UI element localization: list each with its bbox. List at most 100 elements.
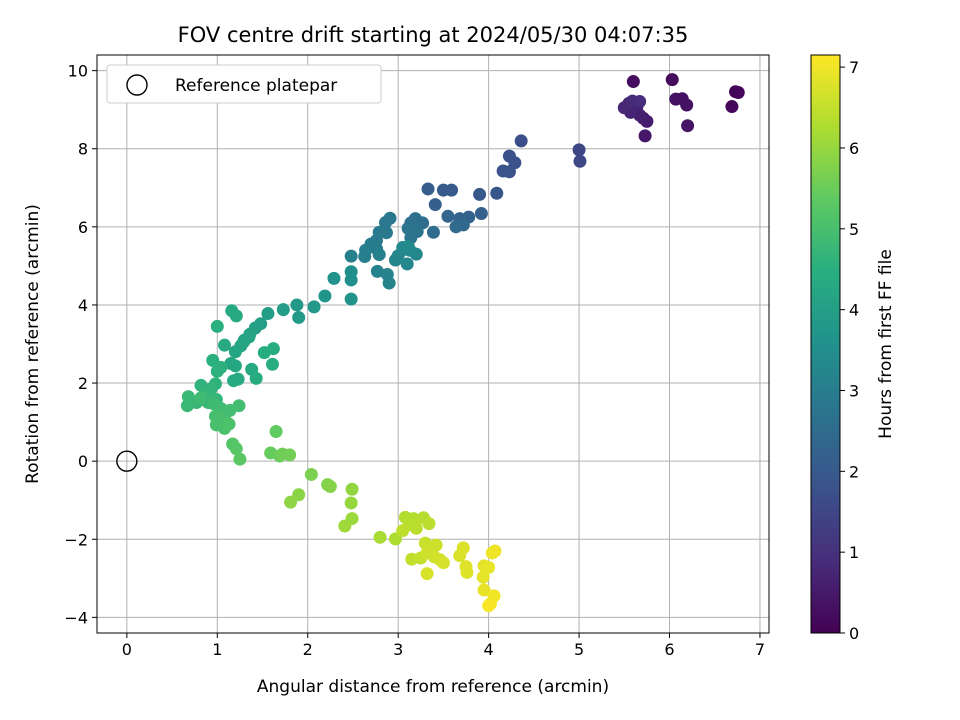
data-points [180,73,745,613]
data-point [338,519,352,533]
data-point [265,357,279,371]
colorbar-tick-label: 3 [849,381,859,400]
data-point [210,319,224,333]
legend-entry-reference: Reference platepar [175,76,337,96]
data-point [223,403,237,417]
x-tick-label: 1 [212,640,222,659]
data-point [344,273,358,287]
x-tick-label: 6 [664,640,674,659]
legend: Reference platepar [106,64,382,104]
reference-marker [116,450,138,472]
data-point [421,182,435,196]
colorbar-tick-label: 4 [849,301,859,320]
data-point [400,257,414,271]
data-point [269,424,283,438]
x-tick-label: 2 [303,640,313,659]
colorbar: 0 1 2 3 4 5 6 7 Hours from first FF file [810,54,896,643]
colorbar-label: Hours from first FF file [876,249,896,439]
data-point [345,482,359,496]
data-point [473,187,487,201]
data-point [261,307,275,321]
data-point [488,544,502,558]
data-point [370,264,384,278]
data-point [290,298,304,312]
y-tick-label: 2 [78,374,88,393]
data-point [731,85,745,99]
data-point [228,359,242,373]
data-point [229,309,243,323]
data-point [680,98,694,112]
data-point [222,417,236,431]
x-axis-ticks: 0 1 2 3 4 5 6 7 [122,633,765,659]
y-tick-label: −2 [64,530,88,549]
x-tick-label: 5 [574,640,584,659]
y-tick-label: 8 [78,140,88,159]
data-point [401,239,415,253]
data-point [358,250,372,264]
data-point [725,100,739,114]
data-point [284,495,298,509]
data-point [514,134,528,148]
data-point [456,541,470,555]
data-point [242,330,256,344]
data-point [344,496,358,510]
data-point [266,342,280,356]
y-tick-label: 10 [68,62,88,81]
data-point [194,391,208,405]
data-point [372,248,386,262]
data-point [426,225,440,239]
data-point [249,371,263,385]
data-point [210,364,224,378]
legend-marker-icon [126,74,148,96]
data-point [482,599,496,613]
data-point [474,207,488,221]
data-point [318,289,332,303]
y-tick-label: −4 [64,608,88,627]
data-point [441,209,455,223]
data-point [476,570,490,584]
data-point [327,271,341,285]
data-point [665,73,679,87]
data-point [344,249,358,263]
data-point [420,567,434,581]
data-point [572,143,586,157]
data-point [626,75,640,89]
data-point [218,338,232,352]
y-axis-ticks: −4 −2 0 2 4 6 8 10 [64,62,97,627]
data-point [477,583,491,597]
data-point [681,119,695,133]
x-tick-label: 3 [393,640,403,659]
data-point [227,374,241,388]
data-point [460,565,474,579]
data-point [496,164,510,178]
colorbar-tick-label: 6 [849,139,859,158]
plot-frame [96,54,770,634]
data-point [396,524,410,538]
data-point [307,300,321,314]
colorbar-tick-label: 7 [849,58,859,77]
data-point [382,276,396,290]
data-point [379,216,393,230]
reference-point [116,450,138,472]
data-point [436,183,450,197]
data-point [449,220,463,234]
y-axis-label: Rotation from reference (arcmin) [23,204,43,484]
colorbar-tick-label: 1 [849,543,859,562]
data-point [283,448,297,462]
x-tick-label: 4 [484,640,494,659]
data-point [344,292,358,306]
data-point [428,198,442,212]
data-point [292,310,306,324]
colorbar-tick-label: 5 [849,220,859,239]
data-point [276,303,290,317]
data-point [633,94,647,108]
chart-title: FOV centre drift starting at 2024/05/30 … [178,23,689,47]
data-point [422,517,436,531]
colorbar-tick-label: 0 [849,624,859,643]
data-point [436,556,450,570]
data-point [233,452,247,466]
legend-box [106,64,382,104]
x-tick-label: 0 [122,640,132,659]
data-point [323,480,337,494]
